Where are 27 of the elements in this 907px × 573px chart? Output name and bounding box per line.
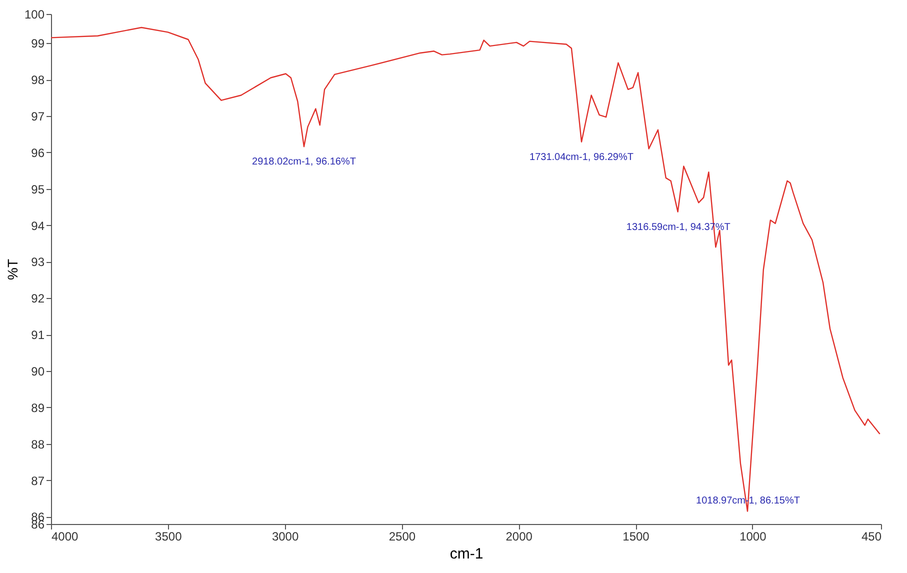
- annotation: 2918.02cm-1, 96.16%T: [252, 156, 356, 168]
- y-tick-label: 90: [31, 364, 45, 378]
- y-tick-label: 91: [31, 328, 45, 342]
- annotation: 1731.04cm-1, 96.29%T: [530, 152, 634, 163]
- y-tick-label: 97: [31, 110, 45, 124]
- x-tick-label: 1000: [740, 530, 767, 544]
- y-tick-label: 92: [31, 292, 45, 306]
- y-tick-label: 89: [31, 400, 45, 415]
- x-tick-label: 4000: [52, 530, 79, 544]
- x-tick-label: 3500: [155, 530, 182, 544]
- y-tick-label: 96: [31, 146, 45, 160]
- y-tick-label: 88: [31, 437, 45, 452]
- x-tick-label: 1500: [622, 530, 650, 544]
- y-tick-label: 93: [31, 255, 45, 270]
- y-tick-label: 100: [24, 8, 45, 22]
- line-series: [51, 26, 880, 512]
- y-tick-label: 99: [31, 36, 45, 51]
- x-tick-label: 2000: [506, 530, 533, 544]
- x-tick-label: 3000: [272, 530, 299, 544]
- y-tick-label: 98: [31, 73, 45, 88]
- y-axis-title: %T: [4, 258, 20, 280]
- x-tick-label: 450: [861, 530, 882, 544]
- x-axis-title: cm-1: [450, 546, 484, 562]
- x-tick-label: 2500: [388, 530, 416, 544]
- y-tick-label: 94: [31, 218, 45, 233]
- y-tick-label: 95: [31, 182, 45, 196]
- y-tick-label: 87: [31, 474, 45, 488]
